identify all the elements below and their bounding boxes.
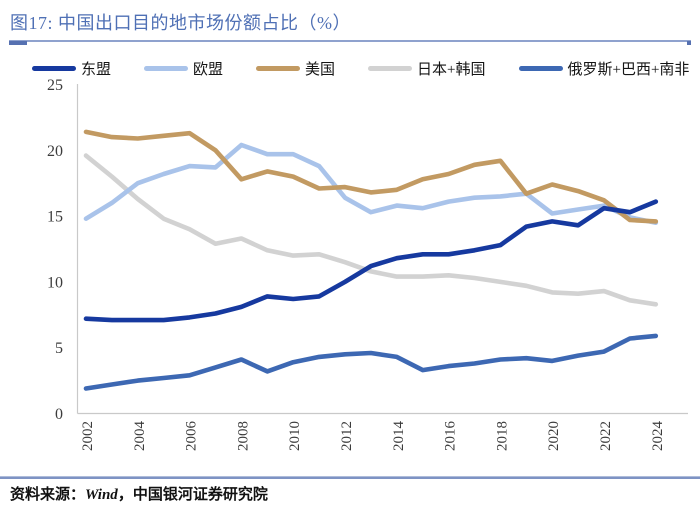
title-divider-right-accent [687,41,691,45]
legend-swatch-japan-korea [368,66,413,71]
title-divider [9,40,691,42]
x-tick-label: 2022 [598,421,614,451]
legend-swatch-us [256,66,301,71]
legend-item-eu: 欧盟 [144,58,223,79]
source-label: 资料来源： [10,487,86,503]
x-tick-label: 2012 [339,421,355,451]
source-wind: Wind [85,487,118,503]
series-line-4 [83,333,659,391]
source-org: ，中国银河证券研究院 [117,487,268,503]
title-divider-left-accent [9,41,27,45]
legend-label-eu: 欧盟 [193,62,224,78]
y-tick-label: 20 [47,143,63,160]
y-tick-label: 15 [47,209,63,226]
legend-swatch-russia-brazil-sa [518,66,563,71]
legend-swatch-eu [144,66,189,71]
source-line: 资料来源：Wind，中国银河证券研究院 [10,483,268,504]
y-tick-label: 25 [47,77,63,94]
legend-item-russia-brazil-sa: 俄罗斯+巴西+南非 [518,58,690,79]
x-tick-label: 2024 [650,421,666,452]
y-tick-label: 10 [47,274,63,291]
legend-label-japan-korea: 日本+韩国 [417,62,486,78]
y-tick-label: 0 [55,406,63,423]
x-tick-label: 2004 [132,421,148,452]
x-tick-label: 2018 [494,421,510,451]
x-tick-label: 2008 [235,421,251,451]
x-tick-label: 2014 [391,421,407,452]
legend-swatch-asean [32,66,76,71]
legend-item-asean: 东盟 [32,58,111,79]
footer-divider [0,476,700,479]
x-tick-label: 2010 [287,421,303,451]
legend-label-russia-brazil-sa: 俄罗斯+巴西+南非 [567,62,690,78]
legend-label-asean: 东盟 [81,62,112,78]
series-line-3 [83,153,659,307]
x-tick-label: 2016 [443,421,459,452]
chart-legend: 东盟 欧盟 美国 日本+韩国 俄罗斯+巴西+南非 [32,58,689,79]
legend-item-japan-korea: 日本+韩国 [368,58,486,79]
x-tick-label: 2002 [80,421,96,451]
figure-title: 图17: 中国出口目的地市场份额占比（%） [10,13,351,33]
series-line-0 [83,199,659,323]
x-tick-label: 2020 [546,421,562,451]
x-tick-label: 2006 [184,421,200,452]
y-tick-label: 5 [55,340,63,357]
series-line-2 [83,129,659,224]
series-line-1 [83,142,659,225]
legend-label-us: 美国 [305,62,336,78]
legend-item-us: 美国 [256,58,335,79]
